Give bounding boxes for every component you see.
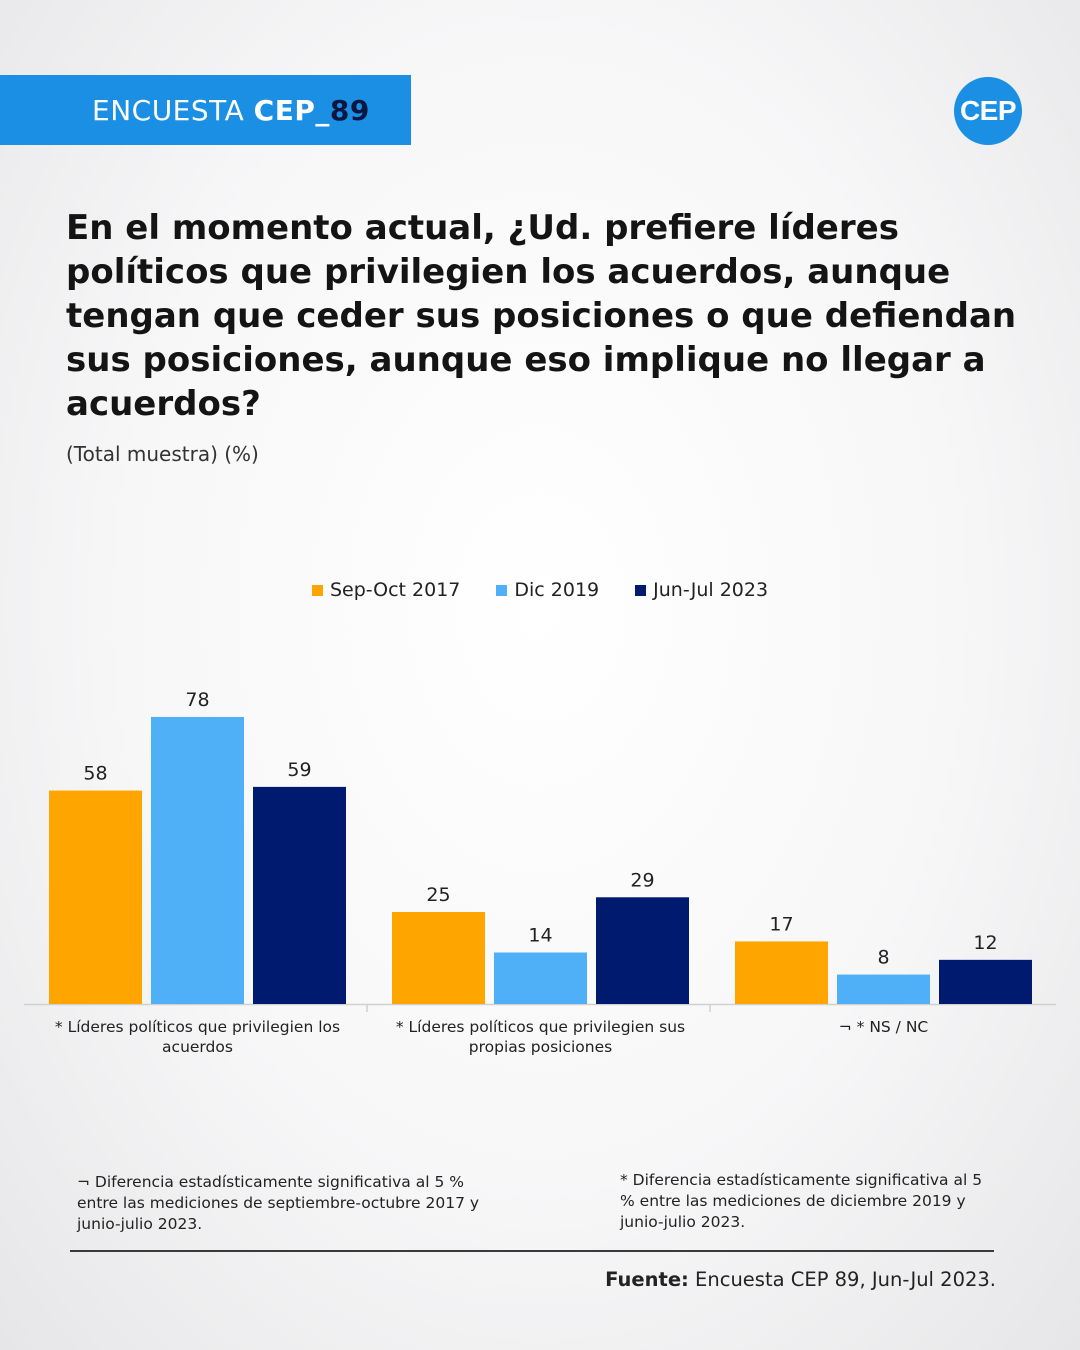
banner-number: 89	[329, 93, 370, 127]
source-line: Fuente: Encuesta CEP 89, Jun-Jul 2023.	[605, 1268, 996, 1291]
footnote-left: ¬ Diferencia estadísticamente significat…	[77, 1173, 480, 1233]
legend-swatch-2	[635, 584, 647, 596]
legend-item-series-1: Dic 2019	[496, 579, 599, 601]
bar-1-0	[392, 912, 485, 1004]
data-label-2-2: 12	[973, 932, 997, 954]
legend-item-series-0: Sep-Oct 2017	[311, 579, 461, 601]
data-label-0-2: 59	[287, 759, 311, 781]
legend-swatch-1	[496, 584, 508, 596]
category-label-0-1: acuerdos	[162, 1038, 233, 1056]
legend-item-series-2: Jun-Jul 2023	[635, 579, 768, 601]
category-label-1-0: * Líderes políticos que privilegien sus	[396, 1018, 685, 1036]
bar-2-1	[837, 974, 930, 1004]
source-label: Fuente:	[605, 1268, 689, 1291]
bar-1-2	[596, 897, 689, 1004]
category-label-0-0: * Líderes políticos que privilegien los	[55, 1018, 340, 1036]
banner-light-text: ENCUESTA	[92, 93, 254, 127]
footer-divider	[70, 1250, 994, 1252]
bar-0-1	[151, 716, 244, 1004]
category-label-2-0: ¬ * NS / NC	[839, 1018, 929, 1036]
bar-1-1	[494, 952, 587, 1004]
banner-bold-text: CEP_	[253, 93, 330, 127]
cep-logo: CEP	[954, 77, 1022, 145]
sample-subtitle: (Total muestra) (%)	[66, 442, 259, 466]
data-label-0-1: 78	[185, 689, 209, 711]
survey-banner: ENCUESTA CEP_89	[0, 75, 411, 145]
banner-text: ENCUESTA CEP_89	[92, 94, 370, 127]
data-label-2-1: 8	[877, 947, 889, 969]
bar-0-2	[253, 786, 346, 1004]
data-label-1-1: 14	[528, 924, 552, 946]
bar-2-0	[735, 941, 828, 1004]
category-label-1-1: propias posiciones	[469, 1038, 612, 1056]
bar-0-0	[49, 790, 142, 1004]
source-text: Encuesta CEP 89, Jun-Jul 2023.	[688, 1268, 996, 1291]
question-title: En el momento actual, ¿Ud. prefiere líde…	[66, 208, 1017, 424]
bar-2-2	[939, 959, 1032, 1004]
data-label-0-0: 58	[83, 763, 107, 785]
data-label-1-2: 29	[630, 869, 654, 891]
footnote-right: * Diferencia estadísticamente significat…	[620, 1171, 983, 1231]
bar-chart: 58 78 59 * Líderes políticos que privilegie…	[24, 689, 1056, 1056]
data-label-2-0: 17	[769, 913, 793, 935]
legend-label-0: Sep-Oct 2017	[329, 579, 461, 601]
legend-swatch-0	[311, 584, 323, 596]
data-label-1-0: 25	[426, 884, 450, 906]
legend-label-2: Jun-Jul 2023	[653, 579, 769, 601]
legend-label-1: Dic 2019	[514, 579, 600, 601]
chart-legend: Sep-Oct 2017 Dic 2019 Jun-Jul 2023	[0, 579, 1080, 601]
